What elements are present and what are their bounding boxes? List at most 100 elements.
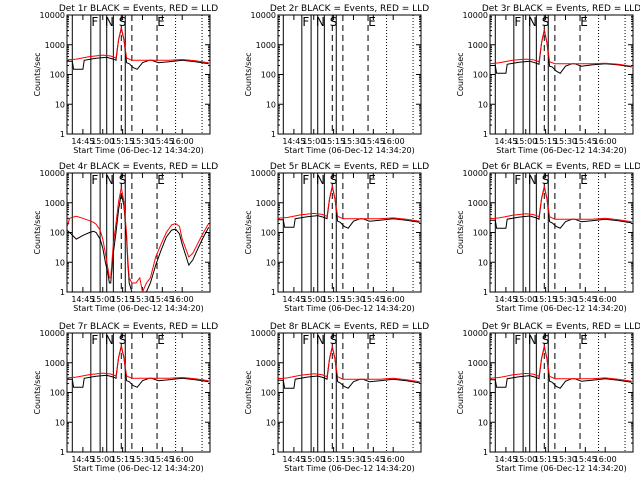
lld-series-line [67, 345, 209, 382]
x-tick-label: 15:45 [362, 137, 385, 146]
flag-label: E [157, 15, 165, 29]
events-series-line [490, 187, 632, 229]
x-tick-label: 15:45 [151, 137, 174, 146]
flag-label: E [157, 173, 165, 187]
x-tick-label: 16:00 [382, 295, 405, 304]
y-tick-label: 100 [261, 229, 276, 238]
x-tick-label: 15:00 [302, 295, 325, 304]
y-tick-label: 1000 [45, 199, 65, 208]
y-tick-label: 10 [478, 258, 488, 267]
plot-frame [277, 14, 422, 135]
lld-series-line [490, 345, 632, 382]
x-tick-label: 15:30 [554, 295, 577, 304]
y-tick-label: 1 [271, 130, 276, 139]
plot-frame [277, 172, 422, 293]
flag-label: S [542, 15, 550, 29]
x-tick-label: 15:00 [514, 295, 537, 304]
x-tick-label: 14:45 [71, 137, 94, 146]
y-tick-label: 10 [55, 418, 65, 427]
y-tick-label: 100 [50, 71, 65, 80]
panel-title: Det 4r BLACK = Events, RED = LLD [59, 162, 218, 172]
series-group [67, 345, 209, 388]
y-tick-label: 10000 [251, 169, 276, 178]
flag-label: S [119, 333, 127, 347]
x-tick-label: 15:45 [362, 295, 385, 304]
x-tick-label: 15:30 [131, 295, 154, 304]
flag-label: E [580, 333, 588, 347]
plot-frame [489, 332, 634, 453]
flag-label: N [105, 333, 114, 347]
x-tick-label: 16:00 [594, 137, 617, 146]
events-series-line [278, 347, 420, 389]
x-tick-label: 15:15 [111, 455, 134, 464]
x-tick-label: 15:30 [554, 137, 577, 146]
x-tick-label: 15:00 [514, 137, 537, 146]
flag-label: S [330, 15, 338, 29]
x-tick-label: 16:00 [594, 295, 617, 304]
y-tick-label: 10000 [40, 11, 65, 20]
y-tick-label: 1 [483, 130, 488, 139]
x-tick-label: 15:45 [574, 137, 597, 146]
panel-title: Det 8r BLACK = Events, RED = LLD [270, 322, 429, 332]
plot-frame [277, 332, 422, 453]
flag-label: F [514, 173, 521, 187]
x-tick-label: 14:45 [71, 295, 94, 304]
y-axis-label: Counts/sec [456, 52, 465, 96]
x-tick-label: 16:00 [171, 295, 194, 304]
x-tick-label: 15:15 [322, 295, 345, 304]
lld-series-line [67, 187, 210, 292]
panel-title: Det 3r BLACK = Events, RED = LLD [482, 4, 640, 14]
y-tick-label: 1000 [45, 359, 65, 368]
lld-series-line [490, 186, 632, 223]
flag-label: N [316, 15, 325, 29]
flag-label: E [368, 173, 376, 187]
x-tick-label: 15:30 [554, 455, 577, 464]
flag-label: N [528, 333, 537, 347]
x-axis-label: Start Time (06-Dec-12 14:34:20) [73, 304, 204, 313]
x-tick-label: 16:00 [171, 137, 194, 146]
flag-label: S [542, 173, 550, 187]
y-axis-label: Counts/sec [456, 370, 465, 414]
y-tick-label: 10 [55, 258, 65, 267]
x-axis-label: Start Time (06-Dec-12 14:34:20) [284, 464, 415, 473]
series-group [67, 187, 210, 292]
y-tick-label: 1 [60, 448, 65, 457]
flag-label: F [302, 333, 309, 347]
series-group [67, 27, 209, 70]
events-series-line [490, 346, 632, 389]
y-tick-label: 100 [473, 389, 488, 398]
x-axis-label: Start Time (06-Dec-12 14:34:20) [496, 146, 627, 155]
y-tick-label: 10 [55, 100, 65, 109]
x-tick-label: 14:45 [282, 455, 305, 464]
x-tick-label: 15:45 [574, 295, 597, 304]
y-tick-label: 1 [271, 448, 276, 457]
y-tick-label: 1000 [256, 199, 276, 208]
x-axis-label: Start Time (06-Dec-12 14:34:20) [496, 304, 627, 313]
x-tick-label: 15:15 [322, 455, 345, 464]
y-tick-label: 1 [483, 448, 488, 457]
flag-label: F [302, 173, 309, 187]
flag-label: F [514, 15, 521, 29]
y-tick-label: 10000 [251, 11, 276, 20]
x-tick-label: 15:15 [111, 137, 134, 146]
events-series-line [67, 346, 209, 388]
flag-label: N [316, 173, 325, 187]
events-series-line [67, 193, 210, 292]
y-tick-label: 100 [261, 389, 276, 398]
lld-series-line [278, 346, 420, 383]
x-axis-label: Start Time (06-Dec-12 14:34:20) [284, 146, 415, 155]
x-tick-label: 15:30 [131, 137, 154, 146]
flag-label: S [119, 15, 127, 29]
y-tick-label: 100 [50, 389, 65, 398]
x-tick-label: 14:45 [282, 137, 305, 146]
panel-title: Det 7r BLACK = Events, RED = LLD [59, 322, 218, 332]
flag-label: E [580, 173, 588, 187]
x-axis-label: Start Time (06-Dec-12 14:34:20) [73, 146, 204, 155]
y-axis-label: Counts/sec [244, 370, 253, 414]
